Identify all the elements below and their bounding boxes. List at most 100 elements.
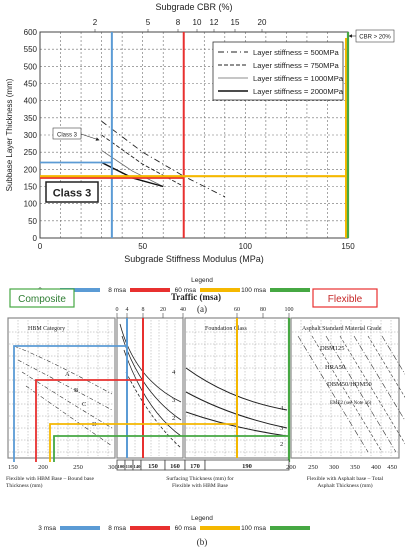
surfacing-label: Surfacing Thickness (mm) for Flexible wit…	[166, 475, 234, 489]
top-tick-label: 15	[231, 18, 240, 27]
surfacing-row: 100 110 140 150 160 170 190	[116, 459, 290, 471]
x-tick-label: 100	[239, 242, 253, 251]
foundation-curve-label: 3	[172, 397, 175, 404]
legend-entry: Layer stiffness = 750MPa	[253, 61, 340, 70]
chart-b: Composite Flexible Traffic (msa) 0 4 8 20 40…	[6, 288, 405, 489]
asphalt-curve	[381, 335, 405, 375]
y-tick-label: 250	[24, 148, 38, 157]
y-tick-label: 300	[24, 131, 38, 140]
legend-item-label: 3 msa	[38, 525, 56, 532]
foundation-curve-label: 4	[172, 369, 176, 376]
asphalt-curve	[367, 335, 405, 398]
legend-title: Legend	[191, 515, 213, 522]
right-axis-tick: 300	[329, 464, 339, 471]
class-callout: Class 3	[57, 133, 78, 139]
cbr-note: CBR > 20%	[359, 35, 391, 41]
foundation-curve	[185, 411, 288, 437]
series-line	[101, 120, 226, 198]
asphalt-grade: Asphalt Standard Material Grade	[302, 326, 382, 332]
left-axis-ticks: 150 200 250 300	[8, 464, 118, 471]
traffic-panel	[116, 317, 184, 459]
series-line	[101, 150, 164, 187]
top-tick-label: 2	[93, 18, 98, 27]
traffic-tick-label: 20	[160, 307, 166, 313]
left-axis-tick: 250	[73, 464, 83, 471]
foundation-curve	[185, 391, 288, 429]
design-line-3msa	[13, 345, 127, 462]
legend-entry: Layer stiffness = 1000MPa	[253, 74, 344, 83]
left-axis-tick: 200	[38, 464, 48, 471]
traffic-curve	[121, 335, 182, 421]
legend-b: Legend 3 msa 8 msa 60 msa 100 msa	[38, 515, 310, 532]
traffic-tick-labels: 0 4 8 20 40 60 80 100	[116, 307, 294, 318]
foundation-curve-label: 2	[280, 441, 283, 448]
class-callout-box	[52, 127, 82, 140]
asphalt-curve	[339, 335, 405, 445]
legend-title: Legend	[191, 277, 213, 284]
x-axis-label: Subgrade Stiffness Modulus (MPa)	[124, 254, 263, 264]
legend-item-swatch	[60, 526, 100, 530]
traffic-tick-label: 40	[180, 307, 186, 313]
traffic-tick-label: 0	[116, 307, 119, 313]
top-tick-label: 5	[146, 18, 151, 27]
class-label-box	[45, 181, 99, 203]
right-axis-label: Flexible with Asphalt base – Total Asphal…	[307, 476, 384, 489]
caption-a: (a)	[197, 304, 207, 314]
asphalt-curve	[311, 335, 383, 453]
x-tick-labels: 0 50 100 150	[38, 242, 355, 251]
y-tick-label: 150	[24, 183, 38, 192]
left-axis-label: Flexible with HBM Base – Bound base Thick…	[6, 476, 94, 489]
material-labels: DBM125 HRA50 DBM50/HDM50 EME2 (see Note 16)	[320, 345, 372, 406]
traffic-tick-label: 80	[260, 307, 266, 313]
legend-item-swatch	[200, 288, 240, 292]
caption-b: (b)	[197, 537, 208, 547]
hbm-category: HBM Category	[28, 326, 65, 332]
y-tick-label: 500	[24, 62, 38, 71]
surfacing-value: 190	[242, 463, 252, 470]
top-tick-labels: 2 5 8 10 12 15 20	[93, 18, 267, 32]
surfacing-value: 100	[118, 464, 126, 469]
hbm-curve	[25, 385, 113, 447]
top-tick-label: 12	[210, 18, 219, 27]
traffic-tick-label: 8	[142, 307, 145, 313]
legend-item-label: 60 msa	[175, 287, 197, 294]
foundation-curve-label: 3	[280, 425, 283, 432]
legend-item-swatch	[270, 526, 310, 530]
material-label: EME2 (see Note 16)	[330, 401, 372, 406]
surfacing-cell	[204, 459, 290, 471]
asphalt-panel	[290, 317, 400, 459]
asphalt-curve	[297, 335, 369, 453]
x-tick-label: 150	[341, 242, 355, 251]
legend-item-swatch	[60, 288, 100, 292]
y-tick-label: 450	[24, 80, 38, 89]
right-axis-tick: 250	[308, 464, 318, 471]
top-tick-label: 20	[258, 18, 267, 27]
foundation-curve	[185, 367, 288, 411]
legend-item-label: 8 msa	[108, 525, 126, 532]
right-axis-tick: 200	[286, 464, 296, 471]
material-label: HRA50	[325, 364, 345, 371]
design-line-100msa	[53, 435, 289, 462]
material-label: DBM50/HDM50	[327, 381, 372, 388]
traffic-curve	[123, 349, 182, 437]
left-axis-tick: 150	[8, 464, 18, 471]
traffic-tick-label: 100	[285, 307, 294, 313]
x-tick-label: 50	[138, 242, 147, 251]
traffic-title: Traffic (msa)	[171, 292, 221, 302]
y-tick-label: 200	[24, 165, 38, 174]
legend-item-swatch	[130, 526, 170, 530]
top-tick-label: 8	[176, 18, 181, 27]
y-axis-label: Subbase Layer Thickness (mm)	[5, 78, 14, 191]
y-tick-labels: 0 50 100 150 200 250 300 350 400 450 500 550 600	[24, 28, 38, 243]
hbm-curve	[13, 345, 113, 395]
legend-item-swatch	[200, 526, 240, 530]
y-tick-label: 350	[24, 114, 38, 123]
legend-item-swatch	[130, 288, 170, 292]
x-tick-label: 0	[38, 242, 43, 251]
right-axis-tick: 350	[350, 464, 360, 471]
right-axis-ticks: 200 250 300 350 400 450	[286, 464, 397, 471]
surfacing-value: 150	[148, 463, 158, 470]
hbm-curve	[21, 371, 113, 429]
series-legend: Layer stiffness = 500MPa Layer stiffness …	[212, 41, 344, 101]
foundation-curve-label: 2	[172, 415, 175, 422]
